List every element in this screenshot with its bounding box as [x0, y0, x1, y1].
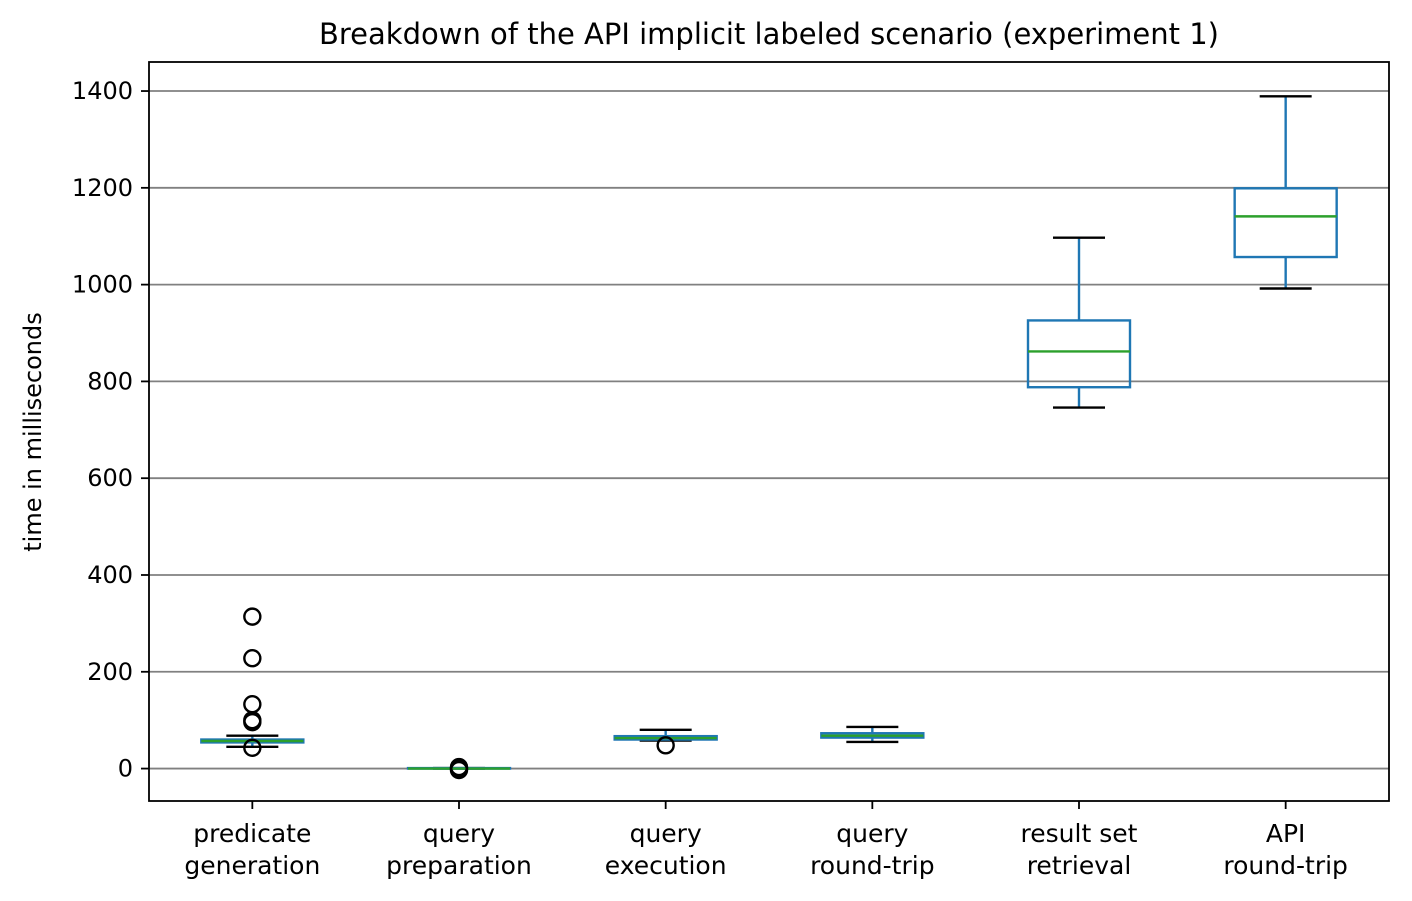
y-tick-label: 1000	[72, 271, 133, 299]
x-tick-label: API round-trip	[1223, 819, 1348, 880]
outlier-point	[243, 649, 262, 668]
x-tick-label-line: preparation	[386, 851, 532, 880]
box-group	[613, 728, 718, 755]
axes-frame	[148, 61, 1390, 802]
y-tick-label: 800	[87, 367, 133, 395]
outlier-point	[656, 736, 675, 755]
y-tick-label: 600	[87, 464, 133, 492]
outlier-point	[243, 607, 262, 626]
x-tick-label-line: round-trip	[1223, 851, 1348, 880]
grid-lines	[149, 90, 1389, 770]
box-group	[820, 725, 925, 744]
x-tick-label-line: predicate	[193, 819, 311, 848]
x-tick-label: query execution	[605, 819, 727, 880]
outlier-point	[243, 695, 262, 714]
box-group	[1026, 236, 1132, 409]
x-tick-label-line: generation	[184, 851, 320, 880]
box-group	[1233, 95, 1338, 290]
y-tick-label: 200	[87, 658, 133, 686]
x-tick-label: query preparation	[386, 819, 532, 880]
x-tick-label-line: API	[1266, 819, 1306, 848]
outlier-point	[449, 757, 469, 777]
y-tick-label: 0	[118, 755, 133, 783]
x-tick-label: result set retrieval	[1021, 819, 1138, 880]
y-tick-label: 400	[87, 561, 133, 589]
box-group	[406, 757, 512, 780]
box-iqr	[1026, 319, 1132, 389]
plot-area	[200, 95, 1338, 780]
x-tick-label-line: round-trip	[810, 851, 935, 880]
x-tick-label: predicate generation	[184, 819, 320, 880]
y-tick-label: 1200	[72, 174, 133, 202]
x-tick-label: query round-trip	[810, 819, 935, 880]
x-tick-label-line: retrieval	[1027, 851, 1132, 880]
x-tick-label-line: query	[836, 819, 908, 848]
chart-title: Breakdown of the API implicit labeled sc…	[319, 17, 1219, 51]
box-iqr	[1233, 187, 1338, 259]
x-tick-label-line: result set	[1021, 819, 1138, 848]
y-axis-label: time in milliseconds	[19, 312, 47, 552]
y-tick-label: 1400	[72, 77, 133, 105]
x-tick-label-line: execution	[605, 851, 727, 880]
box-group	[200, 607, 305, 757]
outlier-point	[243, 738, 262, 757]
y-axis: 0 200 400 600 800 1000 1200 1400	[72, 77, 149, 783]
x-tick-label-line: query	[630, 819, 702, 848]
x-tick-label-line: query	[423, 819, 495, 848]
